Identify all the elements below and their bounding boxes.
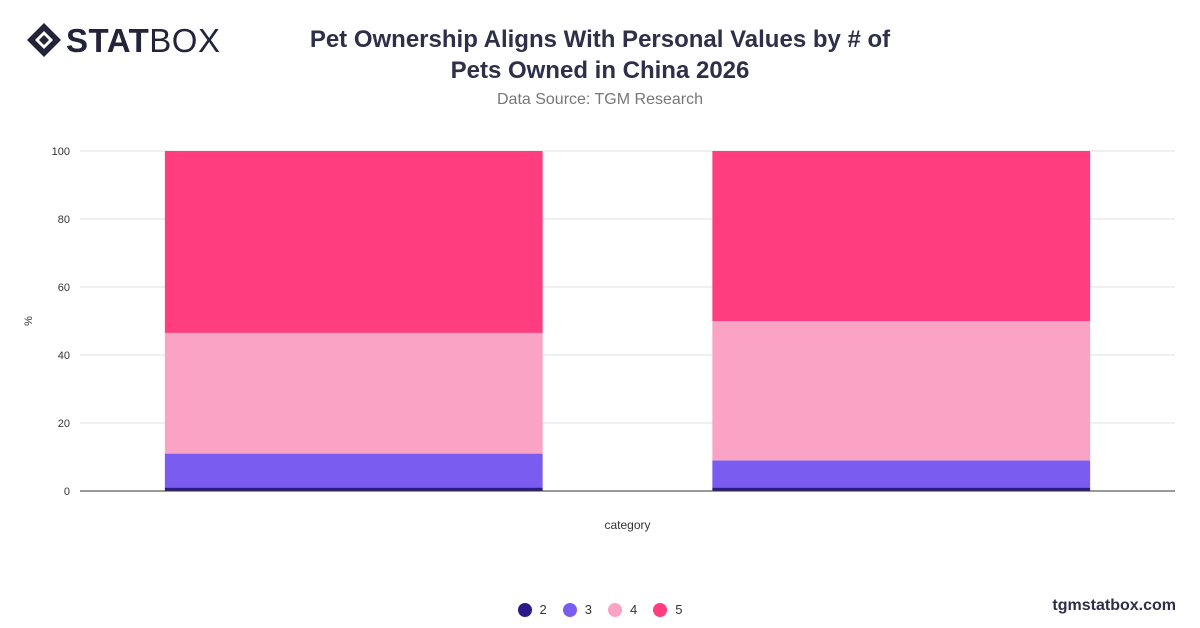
legend-swatch (517, 602, 532, 617)
y-tick-label: 100 (52, 146, 70, 158)
y-tick-label: 20 (58, 418, 70, 430)
legend-item-4[interactable]: 4 (608, 602, 637, 617)
statbox-logo-icon (27, 23, 61, 57)
legend-swatch (653, 602, 668, 617)
bar-segment-series-3-category-1 (164, 453, 543, 488)
bar-segment-series-3-category-2 (712, 460, 1091, 488)
legend-swatch (608, 602, 622, 617)
stacked-bar-chart: 0 20 40 60 80 100 category% (23, 146, 1175, 532)
legend-label: 3 (584, 602, 592, 617)
bar-segment-series-5-category-1 (164, 151, 543, 333)
legend-label: 2 (539, 602, 547, 617)
watermark-text: tgmstatbox.com (1052, 597, 1176, 614)
legend-label: 5 (675, 602, 683, 617)
y-tick-label: 80 (58, 214, 70, 226)
legend-item-5[interactable]: 5 (653, 602, 682, 617)
chart-subtitle: Data Source: TGM Research (496, 91, 703, 108)
legend-item-3[interactable]: 3 (562, 602, 592, 617)
x-axis-title: category (604, 518, 650, 532)
logo-box-text: BOX (149, 21, 221, 59)
bar-segment-series-2-category-1 (164, 487, 543, 491)
legend-swatch (562, 602, 577, 617)
chart-title-line-2: Pets Owned in China 2026 (450, 57, 750, 84)
legend-label: 4 (630, 602, 638, 617)
legend-item-2[interactable]: 2 (517, 602, 547, 617)
y-tick-label: 60 (58, 282, 70, 294)
chart-title: Pet Ownership Aligns With Personal Value… (290, 24, 910, 86)
statbox-logo: STAT BOX (26, 22, 220, 58)
bar-segment-series-4-category-2 (712, 321, 1091, 461)
y-tick-label: 0 (64, 486, 70, 498)
y-tick-label: 40 (58, 350, 70, 362)
logo-stat-text: STAT (66, 21, 150, 59)
bar-segment-series-2-category-2 (712, 487, 1091, 491)
y-axis-title: % (23, 316, 35, 326)
bar-segment-series-5-category-2 (712, 151, 1091, 321)
chart-legend: 2 3 4 5 (0, 602, 1200, 617)
statbox-logo-text: STAT BOX (66, 24, 220, 57)
chart-title-line-1: Pet Ownership Aligns With Personal Value… (309, 26, 891, 53)
bar-segment-series-4-category-1 (164, 332, 543, 454)
